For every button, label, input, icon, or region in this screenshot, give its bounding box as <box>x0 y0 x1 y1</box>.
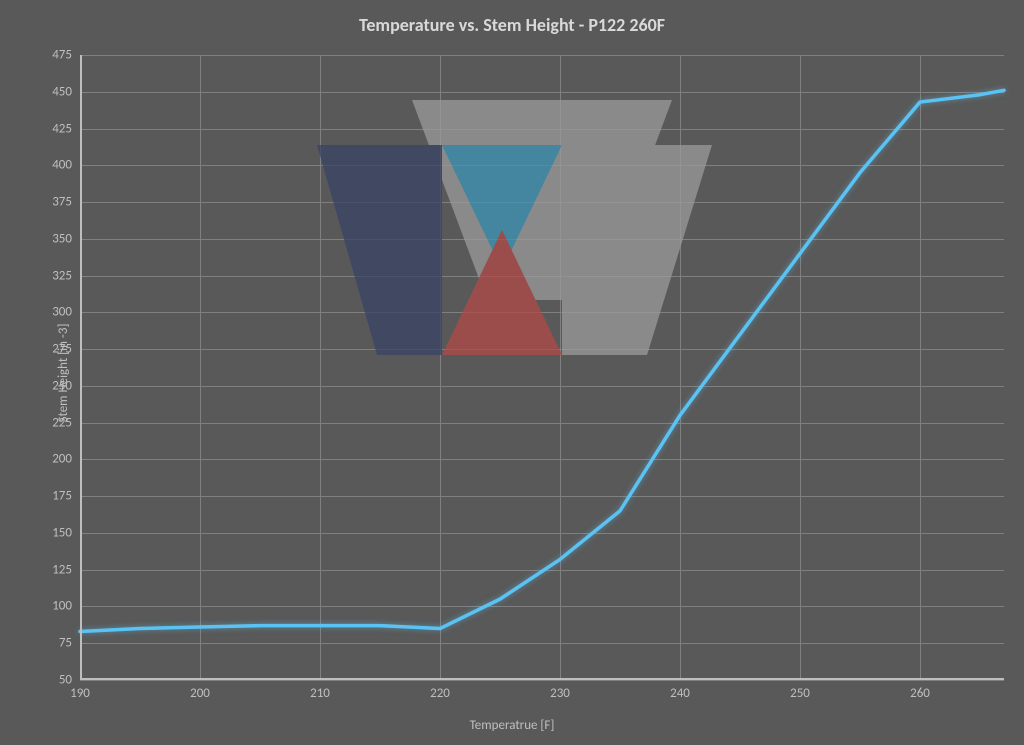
y-tick-label: 225 <box>52 415 80 430</box>
y-axis-label: Stem Height [in -3] <box>56 323 71 422</box>
y-tick-label: 175 <box>52 489 80 504</box>
y-tick-label: 75 <box>59 636 80 651</box>
x-axis-label: Temperatrue [F] <box>0 718 1024 733</box>
y-tick-label: 350 <box>52 231 80 246</box>
x-tick-label: 250 <box>790 680 810 701</box>
y-tick-label: 325 <box>52 268 80 283</box>
line-series-svg <box>80 55 1004 680</box>
chart-title: Temperature vs. Stem Height - P122 260F <box>0 14 1024 36</box>
x-tick-label: 240 <box>670 680 690 701</box>
x-tick-label: 260 <box>910 680 930 701</box>
plot-area: 5075100125150175200225250275300325350375… <box>80 55 1004 680</box>
x-tick-label: 230 <box>550 680 570 701</box>
y-tick-label: 400 <box>52 158 80 173</box>
x-tick-label: 220 <box>430 680 450 701</box>
y-axis-line <box>80 55 82 680</box>
y-tick-label: 100 <box>52 599 80 614</box>
y-tick-label: 250 <box>52 378 80 393</box>
x-axis-line <box>80 678 1004 680</box>
y-tick-label: 150 <box>52 525 80 540</box>
series-line <box>80 90 1004 631</box>
y-tick-label: 275 <box>52 342 80 357</box>
y-tick-label: 125 <box>52 562 80 577</box>
y-tick-label: 200 <box>52 452 80 467</box>
y-tick-label: 450 <box>52 84 80 99</box>
x-tick-label: 190 <box>70 680 90 701</box>
y-tick-label: 375 <box>52 195 80 210</box>
y-tick-label: 300 <box>52 305 80 320</box>
grid-line-horizontal <box>80 680 1004 681</box>
y-tick-label: 475 <box>52 48 80 63</box>
x-tick-label: 210 <box>310 680 330 701</box>
y-tick-label: 425 <box>52 121 80 136</box>
x-tick-label: 200 <box>190 680 210 701</box>
